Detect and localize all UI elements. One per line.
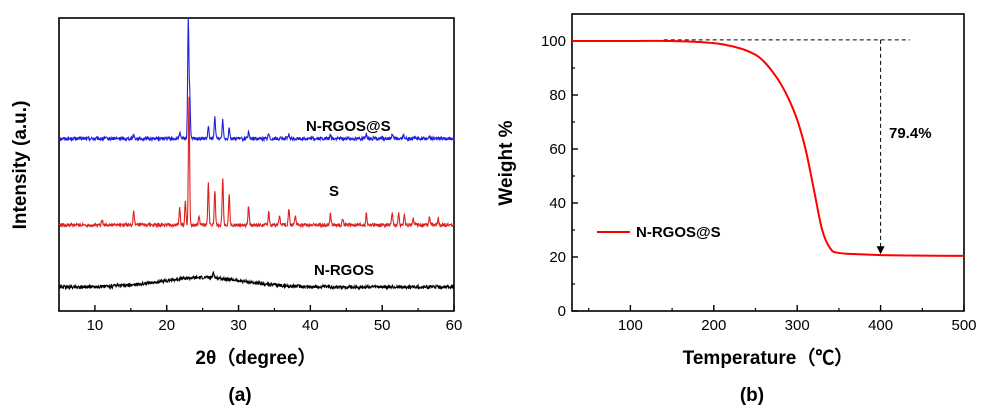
x-tick-label: 50 <box>374 317 391 334</box>
panel-a: 10 20 30 40 50 60 N-RGOS@S S N-RGOS 2θ（degree… <box>10 17 463 406</box>
panel-b-frame <box>571 13 965 312</box>
legend-label: N-RGOS@S <box>636 224 721 241</box>
xrd-trace-n-rgos-s <box>58 17 455 143</box>
x-tick-label: 500 <box>951 317 976 334</box>
legend: N-RGOS@S <box>597 224 721 241</box>
panel-b: 100 200 300 400 500 0 20 40 60 80 100 N-RGOS@S 79.… <box>496 13 977 406</box>
panel-b-label: (b) <box>740 385 764 406</box>
series-line-n-rgos-s <box>572 39 965 257</box>
panel-a-label: (a) <box>228 385 251 406</box>
panel-b-y-axis-title: Weight % <box>496 120 517 205</box>
y-tick-label: 40 <box>549 195 566 212</box>
x-tick-label: 400 <box>868 317 893 334</box>
x-tick-label: 10 <box>87 317 104 334</box>
x-tick-label: 60 <box>446 317 463 334</box>
xrd-trace-s <box>58 96 455 229</box>
series-label-s: S <box>329 183 339 200</box>
x-tick-label: 30 <box>230 317 247 334</box>
annotation-weight-loss: 79.4% <box>889 125 932 142</box>
panel-a-x-ticks: 10 20 30 40 50 60 <box>58 305 463 334</box>
weight-loss-annotation <box>663 39 910 255</box>
series-label-n-rgos: N-RGOS <box>314 262 374 279</box>
panel-a-y-axis-title: Intensity (a.u.) <box>10 101 31 230</box>
x-tick-label: 20 <box>158 317 175 334</box>
x-tick-label: 200 <box>701 317 726 334</box>
x-tick-label: 100 <box>618 317 643 334</box>
y-tick-label: 0 <box>558 303 566 320</box>
xrd-trace-n-rgos <box>58 271 455 291</box>
panel-a-series <box>58 17 455 291</box>
panel-a-x-axis-title: 2θ（degree） <box>195 346 316 369</box>
x-tick-label: 300 <box>785 317 810 334</box>
panel-b-ticks: 100 200 300 400 500 0 20 40 60 80 100 <box>541 33 977 334</box>
annotation-arrow-head <box>876 246 885 255</box>
y-tick-label: 60 <box>549 141 566 158</box>
y-tick-label: 100 <box>541 33 566 50</box>
y-tick-label: 80 <box>549 87 566 104</box>
panel-a-frame <box>58 17 455 312</box>
series-label-n-rgos-s: N-RGOS@S <box>306 118 391 135</box>
y-tick-label: 20 <box>549 249 566 266</box>
panel-b-x-axis-title: Temperature（℃） <box>683 346 854 369</box>
x-tick-label: 40 <box>302 317 319 334</box>
